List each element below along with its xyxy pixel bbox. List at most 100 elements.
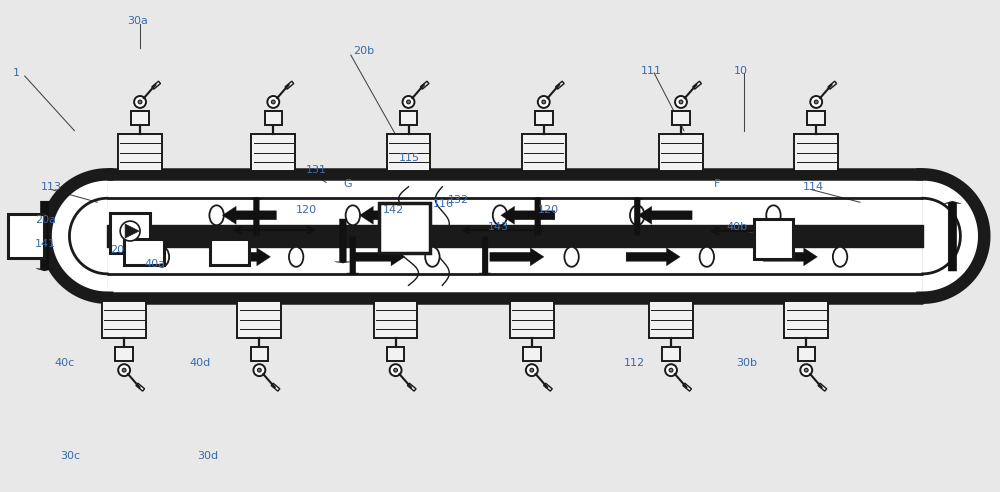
- Text: 111: 111: [641, 66, 662, 76]
- Text: 10: 10: [734, 66, 748, 76]
- Bar: [251, 347, 268, 361]
- Bar: [535, 111, 553, 125]
- Circle shape: [542, 100, 546, 104]
- Ellipse shape: [564, 247, 579, 267]
- Text: 115: 115: [399, 153, 420, 162]
- Bar: [556, 81, 564, 89]
- Circle shape: [814, 100, 818, 104]
- Text: F: F: [714, 180, 720, 189]
- Bar: [794, 134, 838, 171]
- Text: 20b: 20b: [353, 46, 374, 56]
- Circle shape: [804, 368, 808, 372]
- Bar: [544, 383, 552, 391]
- Circle shape: [257, 368, 261, 372]
- Circle shape: [118, 364, 130, 376]
- Bar: [828, 81, 837, 89]
- Bar: [131, 111, 149, 125]
- Bar: [210, 239, 249, 265]
- Bar: [420, 81, 429, 89]
- Text: 131: 131: [306, 165, 327, 176]
- Circle shape: [526, 364, 538, 376]
- Bar: [118, 134, 162, 171]
- Bar: [387, 347, 404, 361]
- Text: 1: 1: [13, 68, 20, 78]
- Text: 113: 113: [41, 183, 62, 192]
- Ellipse shape: [346, 205, 360, 225]
- Bar: [285, 81, 294, 89]
- Text: 142: 142: [383, 205, 404, 215]
- Text: 20a: 20a: [35, 215, 56, 225]
- Text: 143: 143: [488, 222, 509, 232]
- Bar: [237, 301, 281, 338]
- Ellipse shape: [425, 247, 440, 267]
- Text: 30a: 30a: [127, 16, 148, 26]
- Bar: [659, 134, 703, 171]
- Circle shape: [134, 96, 146, 108]
- Ellipse shape: [700, 247, 714, 267]
- Ellipse shape: [766, 205, 781, 225]
- Bar: [407, 383, 416, 391]
- Bar: [374, 301, 417, 338]
- Bar: [807, 111, 825, 125]
- Text: 114: 114: [803, 183, 824, 192]
- Circle shape: [120, 221, 140, 241]
- Circle shape: [394, 368, 397, 372]
- Text: 40a: 40a: [144, 259, 165, 269]
- Bar: [683, 383, 691, 391]
- Bar: [271, 383, 280, 391]
- Circle shape: [669, 368, 673, 372]
- Text: 40c: 40c: [55, 358, 75, 369]
- Text: 120: 120: [538, 205, 559, 215]
- Bar: [649, 301, 693, 338]
- Circle shape: [390, 364, 402, 376]
- Text: 116: 116: [432, 199, 453, 209]
- Bar: [818, 383, 827, 391]
- Text: G: G: [343, 180, 352, 189]
- Ellipse shape: [209, 205, 224, 225]
- Text: 30c: 30c: [60, 451, 81, 461]
- Text: 30b: 30b: [737, 358, 758, 369]
- Circle shape: [267, 96, 279, 108]
- Bar: [693, 81, 701, 89]
- Circle shape: [138, 100, 142, 104]
- Circle shape: [538, 96, 550, 108]
- Circle shape: [810, 96, 822, 108]
- Ellipse shape: [155, 247, 169, 267]
- Bar: [754, 219, 793, 259]
- Text: 132: 132: [448, 195, 469, 205]
- Text: 40b: 40b: [727, 222, 748, 232]
- Bar: [251, 134, 295, 171]
- Polygon shape: [125, 224, 139, 238]
- Bar: [124, 239, 164, 265]
- Text: 120: 120: [296, 205, 317, 215]
- Circle shape: [679, 100, 683, 104]
- Text: 20: 20: [110, 245, 124, 255]
- Text: 30d: 30d: [197, 451, 218, 461]
- Bar: [522, 134, 566, 171]
- Text: 141: 141: [35, 239, 56, 249]
- Circle shape: [407, 100, 410, 104]
- Bar: [265, 111, 282, 125]
- Bar: [379, 203, 430, 253]
- Bar: [136, 383, 145, 391]
- Bar: [152, 81, 160, 89]
- Bar: [102, 301, 146, 338]
- Bar: [672, 111, 690, 125]
- Circle shape: [800, 364, 812, 376]
- Ellipse shape: [493, 205, 507, 225]
- Circle shape: [271, 100, 275, 104]
- Bar: [510, 301, 554, 338]
- Ellipse shape: [630, 205, 644, 225]
- Bar: [798, 347, 815, 361]
- Circle shape: [403, 96, 414, 108]
- Circle shape: [530, 368, 534, 372]
- Circle shape: [675, 96, 687, 108]
- Bar: [400, 111, 417, 125]
- Circle shape: [253, 364, 265, 376]
- Text: 112: 112: [624, 358, 645, 369]
- Bar: [387, 134, 430, 171]
- Text: 40d: 40d: [190, 358, 211, 369]
- Polygon shape: [46, 174, 984, 298]
- Ellipse shape: [833, 247, 847, 267]
- Bar: [115, 347, 133, 361]
